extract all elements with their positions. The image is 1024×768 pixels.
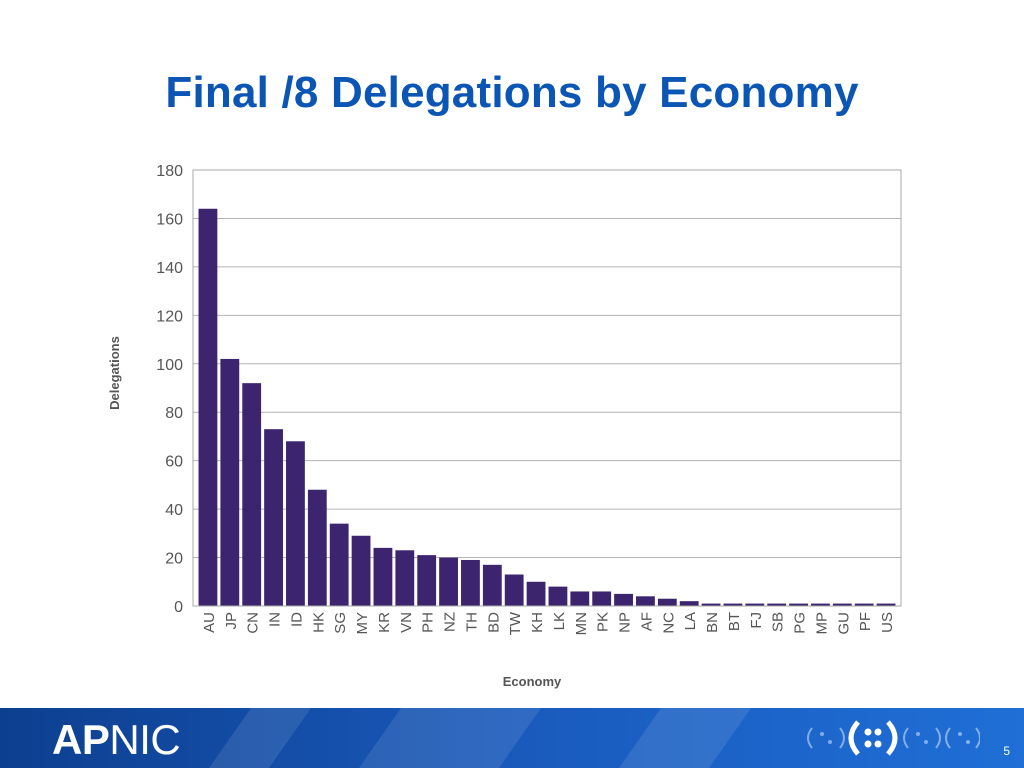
- apnic-pattern-icon: [807, 720, 980, 756]
- x-tick-label: PK: [595, 612, 612, 632]
- bar-kr: [373, 547, 393, 606]
- bar-kh: [526, 581, 546, 606]
- y-tick-label: 60: [165, 454, 183, 471]
- y-tick-label: 100: [156, 357, 183, 374]
- x-tick-label: TW: [507, 611, 524, 635]
- x-tick-label: SB: [770, 612, 787, 632]
- bar-hk: [307, 489, 327, 606]
- x-axis-ticks: AU JP CN IN ID HK SG MY KR VN PH NZ TH BD TW KH LK MN PK NP…: [201, 611, 896, 635]
- bar-ph: [417, 555, 437, 606]
- x-tick-label: VN: [398, 612, 415, 633]
- bar-nz: [439, 557, 458, 606]
- bar-my: [351, 535, 371, 606]
- y-axis-ticks: 0 20 40 60 80 100 120 140 160 180: [156, 163, 183, 616]
- x-tick-label: HK: [310, 612, 327, 633]
- bar-af: [636, 596, 655, 606]
- slide-title: Final /8 Delegations by Economy: [165, 68, 859, 117]
- bar-th: [461, 559, 480, 606]
- x-tick-label: MN: [573, 612, 590, 635]
- footer-stripe: [344, 708, 556, 768]
- x-tick-label: LA: [682, 612, 699, 630]
- bar-pf: [854, 603, 874, 606]
- bar-sg: [329, 523, 349, 606]
- bar-fj: [745, 603, 765, 606]
- x-tick-label: KH: [529, 612, 546, 633]
- x-tick-label: PG: [792, 612, 809, 634]
- y-tick-label: 0: [174, 599, 183, 616]
- bar-mn: [570, 591, 590, 606]
- x-tick-label: CN: [245, 612, 262, 634]
- x-tick-label: MP: [813, 612, 830, 635]
- x-tick-label: BD: [485, 612, 502, 633]
- bar-tw: [504, 574, 524, 606]
- bar-bn: [701, 603, 721, 606]
- x-tick-label: GU: [835, 612, 852, 635]
- bar-bd: [482, 564, 502, 606]
- y-tick-label: 120: [156, 308, 183, 325]
- x-tick-label: IN: [267, 612, 284, 627]
- bar-np: [614, 593, 633, 606]
- bar-vn: [395, 550, 415, 606]
- footer-bar: APNIC 5: [0, 708, 1024, 768]
- bar-gu: [832, 603, 852, 606]
- x-tick-label: NZ: [442, 612, 459, 632]
- footer-stripe: [604, 708, 766, 768]
- bar-sb: [767, 603, 787, 606]
- page-number: 5: [1003, 744, 1010, 758]
- x-tick-label: PF: [857, 612, 874, 631]
- footer-stripe: [194, 708, 326, 768]
- bar-mp: [811, 603, 830, 606]
- x-tick-label: BT: [726, 612, 743, 631]
- x-tick-label: BN: [704, 612, 721, 633]
- bar-lk: [548, 586, 568, 606]
- y-tick-label: 180: [156, 163, 183, 180]
- x-tick-label: NC: [660, 612, 677, 634]
- y-tick-label: 160: [156, 211, 183, 228]
- bar-jp: [220, 358, 240, 606]
- bar-nc: [657, 598, 677, 606]
- chart-bars: [198, 208, 896, 606]
- plot-frame: [192, 169, 902, 607]
- bar-pg: [789, 603, 808, 606]
- y-tick-label: 20: [165, 551, 183, 568]
- x-tick-label: ID: [288, 612, 305, 627]
- x-tick-label: KR: [376, 612, 393, 633]
- x-tick-label: FJ: [748, 612, 765, 629]
- x-tick-label: JP: [223, 612, 240, 630]
- bar-in: [264, 429, 283, 606]
- x-tick-label: TH: [463, 612, 480, 632]
- x-axis-label: Economy: [503, 674, 562, 689]
- y-tick-label: 80: [165, 405, 183, 422]
- x-tick-label: SG: [332, 612, 349, 634]
- x-tick-label: NP: [617, 612, 634, 633]
- bar-au: [198, 208, 218, 606]
- y-tick-label: 140: [156, 260, 183, 277]
- bar-cn: [242, 383, 262, 606]
- apnic-logo: APNIC: [52, 716, 181, 763]
- bar-pk: [592, 591, 612, 606]
- x-tick-label: AU: [201, 612, 218, 633]
- x-tick-label: AF: [638, 612, 655, 631]
- x-tick-label: PH: [420, 612, 437, 633]
- bar-us: [876, 603, 896, 606]
- bar-id: [286, 441, 305, 606]
- y-tick-label: 40: [165, 502, 183, 519]
- bar-bt: [723, 603, 743, 606]
- bar-la: [679, 601, 699, 606]
- y-axis-label: Delegations: [107, 336, 122, 410]
- x-tick-label: LK: [551, 612, 568, 630]
- x-tick-label: US: [879, 612, 896, 633]
- x-tick-label: MY: [354, 612, 371, 635]
